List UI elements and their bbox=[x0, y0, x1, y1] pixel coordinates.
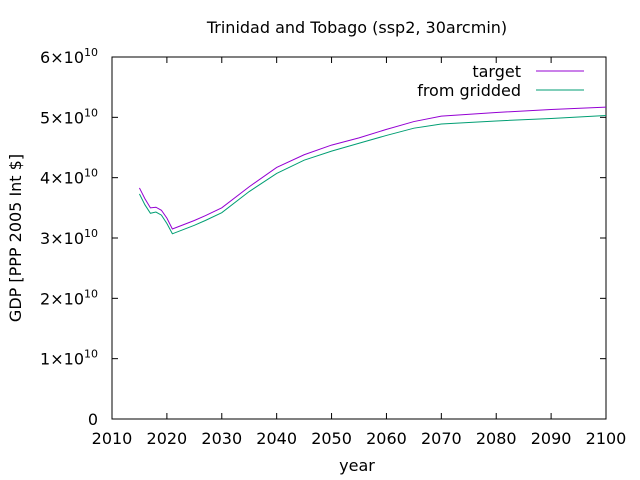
x-tick-label: 2020 bbox=[147, 429, 188, 448]
plot-area-border bbox=[111, 56, 607, 420]
x-axis-ticks: 2010 2020 2030 2040 2050 2060 2070 2080 2090 2100 bbox=[92, 57, 627, 448]
x-tick-label: 2060 bbox=[366, 429, 407, 448]
x-tick-label: 2070 bbox=[421, 429, 462, 448]
y-tick-mantissa: 5×10 bbox=[40, 108, 84, 127]
y-tick-mantissa: 2×10 bbox=[40, 289, 84, 308]
y-tick-exponent: 10 bbox=[84, 106, 98, 119]
chart-title: Trinidad and Tobago (ssp2, 30arcmin) bbox=[206, 18, 507, 37]
y-axis-label: GDP [PPP 2005 Int $] bbox=[6, 154, 25, 322]
x-axis-label: year bbox=[339, 456, 375, 475]
y-tick-mantissa: 0 bbox=[88, 410, 98, 429]
y-tick-label: 4×1010 bbox=[40, 167, 98, 188]
series-line-0 bbox=[138, 106, 607, 230]
y-tick-exponent: 10 bbox=[84, 287, 98, 300]
legend-label: from gridded bbox=[417, 81, 521, 100]
y-tick-mantissa: 1×10 bbox=[40, 350, 84, 369]
y-tick-label: 1×1010 bbox=[40, 348, 98, 369]
x-tick-label: 2090 bbox=[531, 429, 572, 448]
x-tick-label: 2010 bbox=[92, 429, 133, 448]
y-tick-label: 0 bbox=[88, 410, 98, 429]
y-tick-exponent: 10 bbox=[84, 227, 98, 240]
y-tick-label: 5×1010 bbox=[40, 106, 98, 127]
y-tick-label: 3×1010 bbox=[40, 227, 98, 248]
y-tick-exponent: 10 bbox=[84, 167, 98, 180]
y-tick-mantissa: 6×10 bbox=[40, 48, 84, 67]
series-line-1 bbox=[138, 115, 607, 235]
y-tick-mantissa: 4×10 bbox=[40, 169, 84, 188]
y-tick-label: 2×1010 bbox=[40, 287, 98, 308]
y-tick-exponent: 10 bbox=[84, 46, 98, 59]
x-tick-label: 2080 bbox=[476, 429, 517, 448]
x-tick-label: 2050 bbox=[311, 429, 352, 448]
x-tick-label: 2030 bbox=[201, 429, 242, 448]
y-tick-label: 6×1010 bbox=[40, 46, 98, 67]
y-tick-exponent: 10 bbox=[84, 348, 98, 361]
series-lines bbox=[138, 106, 607, 235]
y-tick-mantissa: 3×10 bbox=[40, 229, 84, 248]
legend-label: target bbox=[472, 62, 521, 81]
x-tick-label: 2100 bbox=[586, 429, 627, 448]
x-tick-label: 2040 bbox=[256, 429, 297, 448]
